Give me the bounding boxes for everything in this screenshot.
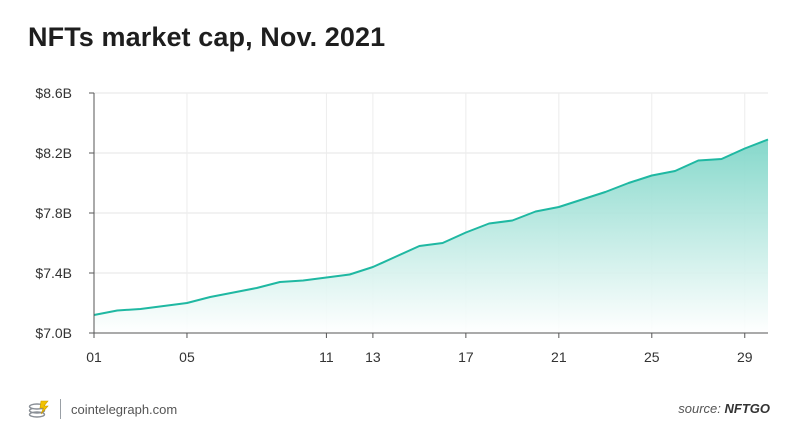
- source-prefix: source:: [678, 401, 725, 416]
- y-tick-label: $8.2B: [35, 145, 72, 161]
- y-tick-label: $7.4B: [35, 265, 72, 281]
- y-tick-label: $7.0B: [35, 325, 72, 341]
- x-tick-label: 29: [737, 349, 753, 365]
- footer-branding: cointelegraph.com: [28, 398, 177, 420]
- x-tick-label: 25: [644, 349, 660, 365]
- axes: [89, 92, 768, 338]
- x-tick-label: 11: [319, 349, 334, 365]
- x-tick-label: 17: [458, 349, 474, 365]
- y-tick-label: $7.8B: [35, 205, 72, 221]
- x-tick-label: 13: [365, 349, 381, 365]
- area-layer: [93, 138, 769, 333]
- series-line: [93, 138, 769, 316]
- site-name: cointelegraph.com: [71, 401, 178, 417]
- chart-title: NFTs market cap, Nov. 2021: [28, 22, 386, 52]
- tick-labels: $7.0B $7.4B $7.8B $8.2B $8.6B 01 05 11 13 17 21 25 2…: [35, 85, 752, 365]
- cointelegraph-coins-icon: [28, 399, 50, 419]
- series-area: [94, 139, 768, 333]
- x-tick-label: 05: [179, 349, 195, 365]
- source-name: NFTGO: [724, 401, 771, 416]
- y-tick-label: $8.6B: [35, 85, 72, 101]
- footer-divider: [60, 399, 61, 419]
- x-tick-label: 01: [86, 349, 102, 365]
- x-tick-label: 21: [551, 349, 567, 365]
- source-attribution: source: NFTGO: [678, 401, 770, 416]
